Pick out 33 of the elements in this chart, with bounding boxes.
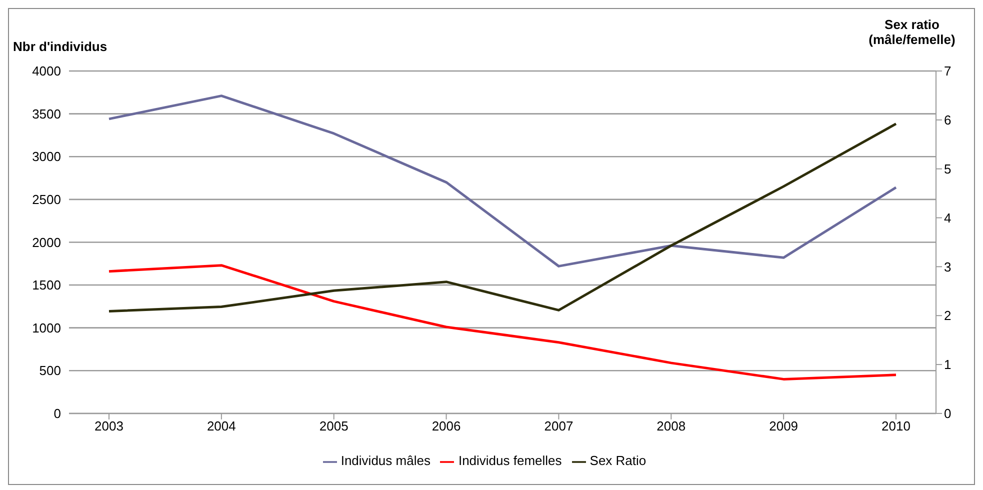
line-series: [108, 94, 898, 268]
x-tick-label: 2010: [882, 418, 910, 434]
y-axis-title: Nbr d'individus: [13, 39, 108, 54]
x-tick-label: 2006: [432, 418, 461, 434]
x-tick-label: 2005: [319, 418, 348, 434]
y-tick-label: 2500: [32, 192, 61, 208]
x-tick-label: 2009: [769, 418, 798, 434]
y2-axis-title: Sex ratio (mâle/femelle): [868, 17, 956, 47]
x-tick-label: 2008: [656, 418, 686, 434]
legend-label: Sex Ratio: [590, 453, 646, 468]
y-tick-label: 2000: [32, 234, 61, 250]
y2-tick-label: 1: [944, 357, 952, 372]
y2-tick-label: 6: [944, 112, 952, 128]
legend-label: Individus mâles: [340, 453, 430, 468]
y2-tick-label: 3: [944, 259, 952, 274]
legend-label: Individus femelles: [458, 453, 562, 468]
x-tick-label: 2004: [206, 418, 236, 434]
y-tick-label: 4000: [32, 64, 61, 79]
y2-tick-label: 2: [944, 308, 952, 324]
x-tick-label: 2007: [544, 418, 574, 434]
y2-tick-label: 5: [944, 161, 952, 176]
line-series: [108, 122, 898, 312]
y-tick-label: 3500: [32, 106, 61, 122]
y2-tick-label: 7: [944, 64, 952, 79]
y2-tick-label: 0: [944, 406, 952, 422]
y-tick-label: 3000: [32, 149, 61, 164]
y-tick-label: 500: [39, 363, 61, 378]
y-tick-label: 1000: [32, 320, 61, 336]
x-tick-label: 2003: [94, 418, 124, 434]
line-series: [108, 264, 898, 380]
y-tick-label: 0: [54, 406, 61, 422]
y-tick-label: 1500: [32, 278, 61, 293]
y2-tick-label: 4: [944, 210, 952, 226]
